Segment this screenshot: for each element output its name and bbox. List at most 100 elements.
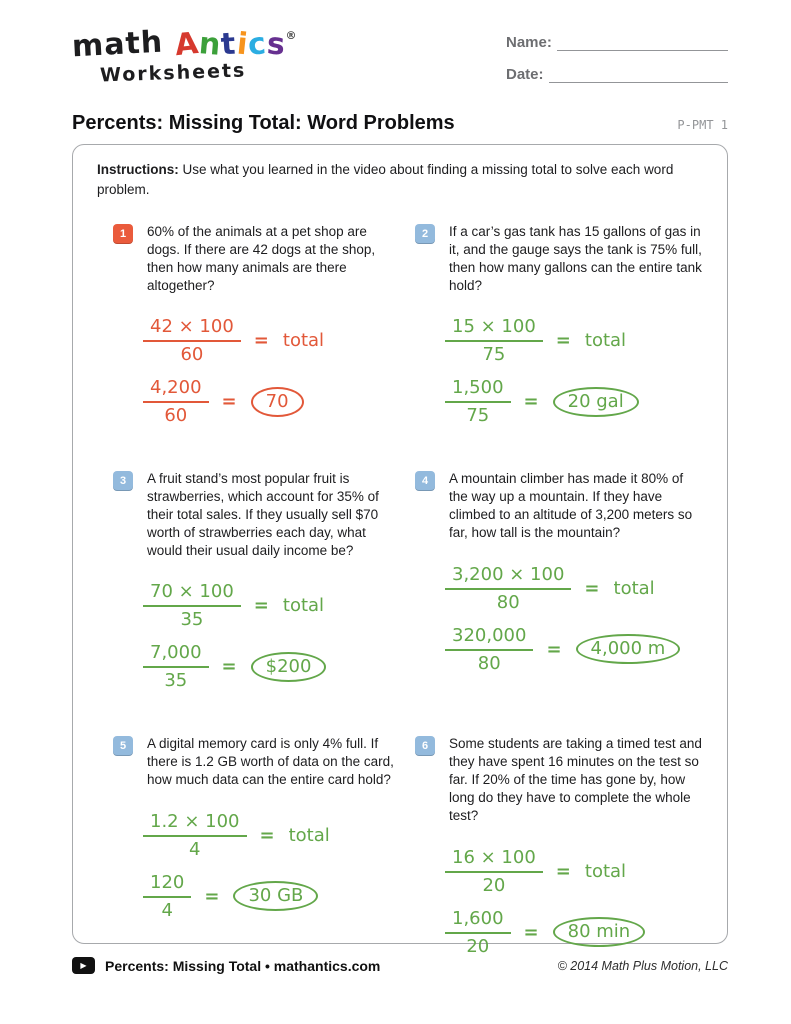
equals-sign: = [259,824,275,846]
instructions: Instructions: Use what you learned in th… [97,160,703,199]
fraction: 42 × 100 60 [143,316,241,365]
fraction: 7,000 35 [143,642,209,691]
page-title: Percents: Missing Total: Word Problems [72,112,455,134]
total-label: total [613,577,655,599]
problem-solution: 15 × 100 75 = total 1,500 75 = 20 gal [445,316,705,426]
copyright-notice: © 2014 Math Plus Motion, LLC [557,958,728,973]
fraction-numerator: 1,600 [445,908,511,934]
problem-number-badge: 6 [415,736,435,757]
fraction: 1,500 75 [445,377,511,426]
equals-sign: = [584,577,600,599]
name-label: Name: [506,34,552,51]
fraction: 4,200 60 [143,377,209,426]
fraction-numerator: 16 × 100 [445,847,543,873]
problem-text: A digital memory card is only 4% full. I… [147,736,394,788]
solution-step: 3,200 × 100 80 = total [445,564,705,613]
worksheet-code: P-PMT 1 [677,118,728,132]
problem-number-badge: 2 [415,224,435,245]
answer-ellipse: 70 [250,386,304,417]
problem-card: 4 A mountain climber has made it 80% of … [415,470,705,691]
solution-step: 320,000 80 = 4,000 m [445,625,705,674]
problems-grid: 1 60% of the animals at a pet shop are d… [97,223,705,957]
fraction-denominator: 4 [161,899,173,921]
equals-sign: = [253,330,269,352]
total-label: total [584,330,627,352]
equals-sign: = [555,330,571,352]
date-label: Date: [506,66,544,83]
title-row: Percents: Missing Total: Word Problems P… [72,112,728,135]
solution-step: 15 × 100 75 = total [445,316,705,365]
solution-step: 70 × 100 35 = total [143,581,403,630]
fraction: 1.2 × 100 4 [143,811,247,860]
answer-ellipse: 30 GB [233,881,319,912]
problem-solution: 3,200 × 100 80 = total 320,000 80 = 4,00… [445,564,705,674]
logo-worksheets-label: Worksheets [99,59,247,87]
fraction-numerator: 42 × 100 [143,316,241,343]
fraction-numerator: 1,500 [445,377,511,404]
total-label: total [584,860,627,882]
page-header: math Antics ® Worksheets Name: Date: [71,25,728,98]
problem-text: A fruit stand’s most popular fruit is st… [147,471,379,558]
equals-sign: = [555,860,571,882]
problem-card: 1 60% of the animals at a pet shop are d… [113,223,403,426]
fraction-numerator: 70 × 100 [143,581,241,608]
solution-step: 1.2 × 100 4 = total [143,811,403,860]
problem-text: Some students are taking a timed test an… [449,736,702,823]
solution-step: 4,200 60 = 70 [143,377,403,426]
fraction: 120 4 [143,872,192,921]
name-field: Name: [506,34,728,51]
fraction: 320,000 80 [445,625,534,674]
problem-solution: 70 × 100 35 = total 7,000 35 = $200 [143,581,403,691]
fraction-numerator: 1.2 × 100 [143,811,247,837]
answer-ellipse: 20 gal [552,386,639,417]
total-label: total [282,330,325,352]
fraction-denominator: 20 [466,935,490,957]
answer-ellipse: 80 min [552,917,646,947]
problem-solution: 16 × 100 20 = total 1,600 20 = 80 min [445,847,705,957]
play-icon: ▶ [72,957,95,974]
equals-sign: = [221,391,237,413]
date-blank-line [548,66,728,83]
fraction-denominator: 75 [466,405,490,427]
equals-sign: = [523,391,539,413]
equals-sign: = [523,921,539,943]
solution-step: 1,500 75 = 20 gal [445,377,705,426]
logo-letter: s [265,26,287,63]
fraction-denominator: 80 [496,591,520,613]
worksheet-body-box: Instructions: Use what you learned in th… [72,144,728,957]
logo-letter: A [172,25,201,64]
problem-number-badge: 5 [113,736,133,757]
instructions-label: Instructions: [97,162,179,177]
equals-sign: = [253,595,269,617]
page-footer: ▶ Percents: Missing Total • mathantics.c… [72,957,728,974]
fraction: 16 × 100 20 [445,847,543,896]
problem-solution: 42 × 100 60 = total 4,200 60 = 70 [143,316,403,426]
date-field: Date: [506,66,728,83]
instructions-text: Use what you learned in the video about … [97,162,674,197]
fraction-numerator: 4,200 [143,377,209,404]
equals-sign: = [221,656,237,678]
problem-text: 60% of the animals at a pet shop are dog… [147,224,376,293]
fraction: 15 × 100 75 [445,316,543,365]
logo-letter: n [197,26,223,63]
answer-ellipse: 4,000 m [575,634,681,665]
total-label: total [288,824,330,846]
fraction-numerator: 3,200 × 100 [445,564,572,590]
problem-solution: 1.2 × 100 4 = total 120 4 = 30 GB [143,811,403,921]
fraction-numerator: 120 [143,872,192,898]
fraction-denominator: 20 [482,874,506,896]
problem-card: 5 A digital memory card is only 4% full.… [113,735,403,956]
problem-card: 2 If a car’s gas tank has 15 gallons of … [415,223,705,426]
fraction-denominator: 4 [189,838,201,860]
footer-title: Percents: Missing Total • mathantics.com [105,957,381,974]
problem-card: 6 Some students are taking a timed test … [415,735,705,957]
name-blank-line [556,34,728,51]
fraction-denominator: 80 [477,652,501,674]
problem-number-badge: 4 [415,471,435,492]
fraction-numerator: 15 × 100 [445,316,543,343]
problem-text: If a car’s gas tank has 15 gallons of ga… [449,224,702,293]
fraction: 1,600 20 [445,908,511,957]
name-date-fields: Name: Date: [506,34,728,98]
fraction: 3,200 × 100 80 [445,564,572,613]
